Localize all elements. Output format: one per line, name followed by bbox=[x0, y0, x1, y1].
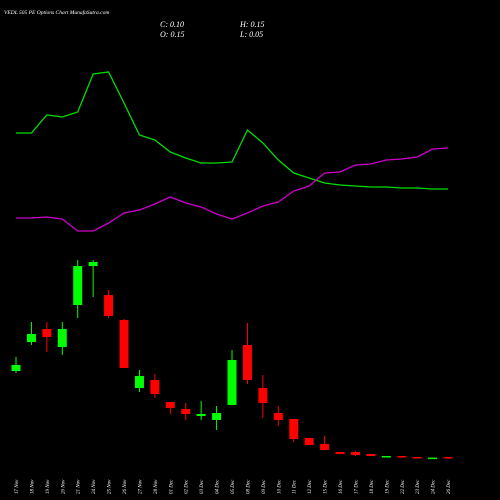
x-tick-label: 26 Nov bbox=[123, 479, 128, 494]
x-tick-label: 26 Dec bbox=[447, 479, 452, 494]
candle-body bbox=[381, 456, 391, 458]
candle-body bbox=[273, 413, 283, 420]
candle-body bbox=[73, 266, 83, 305]
x-tick-label: 02 Dec bbox=[185, 479, 190, 494]
close-label: C: 0.10 bbox=[160, 20, 184, 29]
candle-body bbox=[181, 409, 191, 414]
candle-body bbox=[428, 457, 438, 460]
candle-body bbox=[165, 402, 175, 408]
high-label: H: 0.15 bbox=[239, 20, 264, 29]
indicator-line bbox=[16, 71, 449, 190]
x-tick-label: 05 Dec bbox=[231, 479, 236, 494]
x-tick-label: 20 Nov bbox=[61, 479, 66, 494]
open-label: O: 0.15 bbox=[160, 30, 184, 39]
x-tick-label: 27 Nov bbox=[138, 479, 143, 494]
candle-body bbox=[104, 295, 114, 316]
x-tick-label: 01 Dec bbox=[169, 479, 174, 494]
candle-body bbox=[443, 457, 453, 459]
candle-body bbox=[335, 452, 345, 454]
candle-body bbox=[88, 262, 98, 266]
low-label: L: 0.05 bbox=[239, 30, 263, 39]
x-tick-label: 18 Dec bbox=[370, 479, 375, 494]
x-tick-label: 09 Dec bbox=[262, 479, 267, 494]
x-tick-label: 19 Dec bbox=[385, 479, 390, 494]
candle-body bbox=[412, 457, 422, 459]
x-tick-label: 24 Nov bbox=[92, 479, 97, 494]
candle-body bbox=[227, 360, 237, 405]
x-tick-label: 12 Dec bbox=[308, 479, 313, 494]
chart-title: VEDL 505 PE Options Chart MunafaSutra.co… bbox=[4, 9, 109, 16]
candle-body bbox=[134, 376, 144, 388]
candle-body bbox=[258, 388, 268, 403]
candle-body bbox=[212, 413, 222, 420]
x-tick-label: 28 Nov bbox=[154, 479, 159, 494]
candle-body bbox=[320, 444, 330, 450]
x-tick-label: 04 Dec bbox=[216, 479, 221, 494]
x-tick-label: 03 Dec bbox=[200, 479, 205, 494]
x-tick-label: 19 Nov bbox=[46, 479, 51, 494]
x-tick-label: 21 Nov bbox=[77, 479, 82, 494]
x-tick-label: 11 Dec bbox=[293, 479, 298, 494]
candle-body bbox=[11, 365, 21, 371]
indicator-line bbox=[16, 147, 449, 232]
candle-body bbox=[242, 345, 252, 380]
x-tick-label: 16 Dec bbox=[339, 479, 344, 494]
candle-body bbox=[150, 380, 160, 394]
candle-body bbox=[289, 419, 299, 439]
candle-body bbox=[57, 329, 67, 347]
x-tick-label: 17 Dec bbox=[354, 479, 359, 494]
x-tick-label: 15 Dec bbox=[324, 479, 329, 494]
candle-body bbox=[196, 414, 206, 416]
x-tick-label: 22 Dec bbox=[401, 479, 406, 494]
candle-body bbox=[366, 454, 376, 456]
x-tick-label: 17 Nov bbox=[15, 479, 20, 494]
x-tick-label: 25 Nov bbox=[108, 479, 113, 494]
x-tick-label: 10 Dec bbox=[277, 479, 282, 494]
candle-body bbox=[350, 452, 360, 455]
candle-body bbox=[42, 329, 52, 337]
candle-body bbox=[119, 320, 129, 368]
x-tick-label: 23 Dec bbox=[416, 479, 421, 494]
x-tick-label: 24 Dec bbox=[432, 479, 437, 494]
x-tick-label: 18 Nov bbox=[30, 479, 35, 494]
x-tick-label: 08 Dec bbox=[246, 479, 251, 494]
candle-body bbox=[397, 456, 407, 458]
candle-body bbox=[304, 438, 314, 445]
candle-body bbox=[26, 334, 36, 342]
